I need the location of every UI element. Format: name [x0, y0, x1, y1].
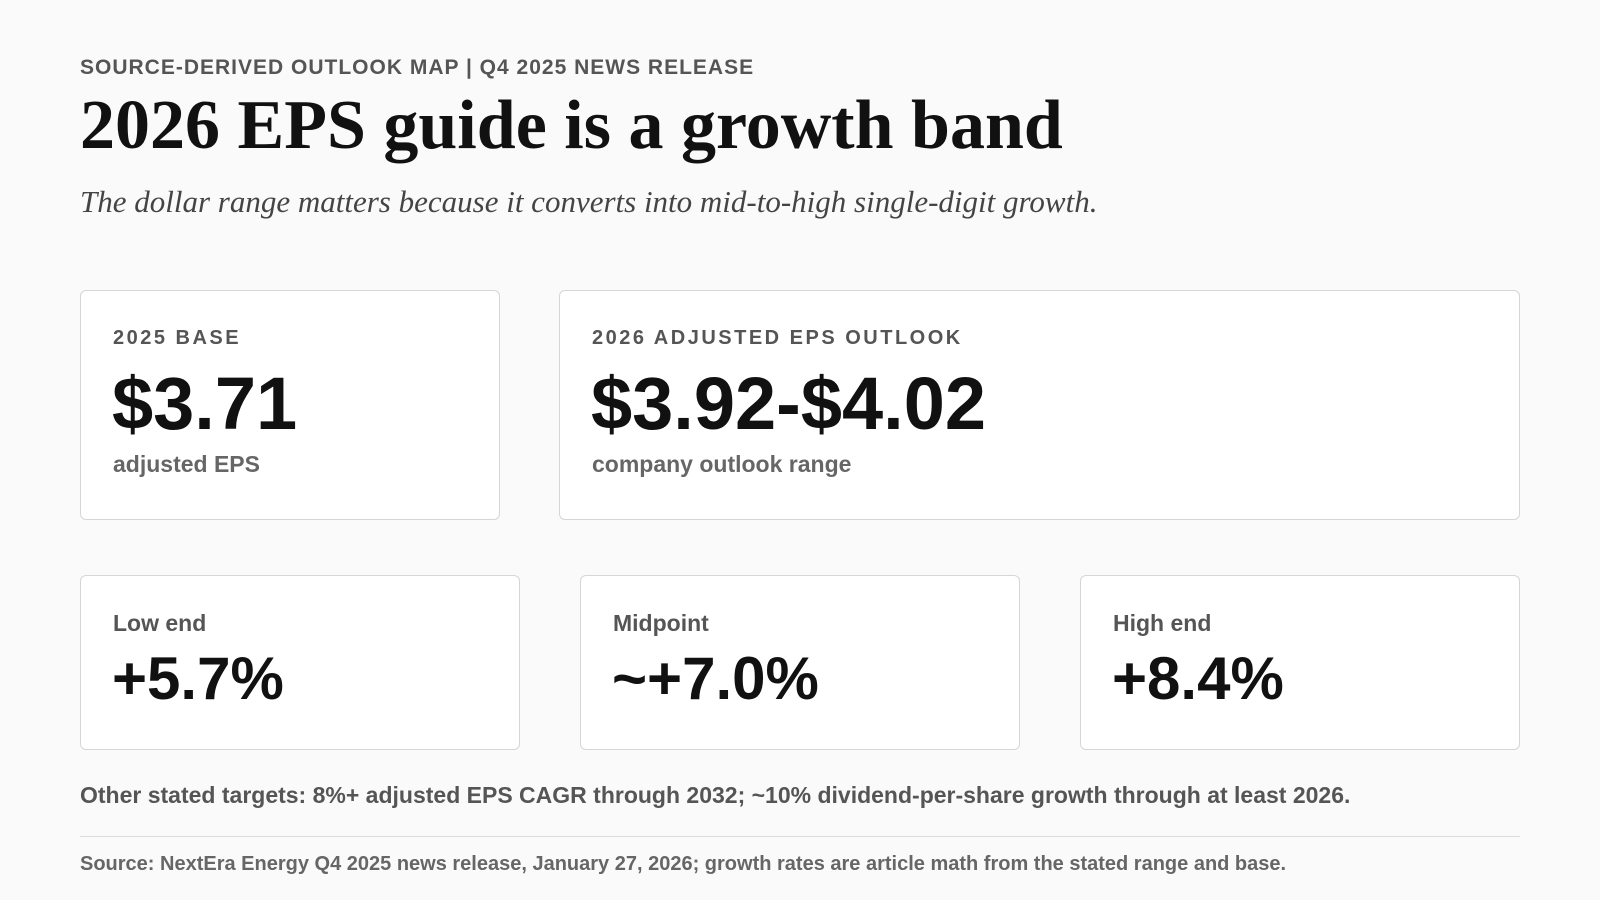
title: 2026 EPS guide is a growth band [80, 87, 1063, 164]
divider [80, 836, 1520, 837]
kicker: SOURCE-DERIVED OUTLOOK MAP | Q4 2025 NEW… [80, 56, 755, 79]
card-caption: company outlook range [592, 451, 852, 477]
growth-card: High end +8.4% [1080, 575, 1520, 750]
card-value: $3.92-$4.02 [591, 362, 987, 445]
card-value: $3.71 [112, 362, 298, 445]
card-label: 2026 ADJUSTED EPS OUTLOOK [592, 327, 963, 349]
source: Source: NextEra Energy Q4 2025 news rele… [80, 853, 1287, 875]
card: 2025 BASE $3.71 adjusted EPS [80, 290, 500, 520]
growth-value: +5.7% [112, 645, 284, 712]
growth-label: Low end [113, 610, 207, 636]
growth-label: Midpoint [613, 610, 709, 636]
growth-label: High end [1113, 610, 1212, 636]
card-caption: adjusted EPS [113, 451, 260, 477]
growth-card: Low end +5.7% [80, 575, 520, 750]
note: Other stated targets: 8%+ adjusted EPS C… [80, 782, 1351, 808]
growth-value: +8.4% [1112, 645, 1284, 712]
growth-card: Midpoint ~+7.0% [580, 575, 1020, 750]
card: 2026 ADJUSTED EPS OUTLOOK $3.92-$4.02 co… [559, 290, 1520, 520]
subtitle: The dollar range matters because it conv… [80, 184, 1098, 219]
growth-value: ~+7.0% [612, 645, 819, 712]
card-label: 2025 BASE [113, 327, 242, 349]
